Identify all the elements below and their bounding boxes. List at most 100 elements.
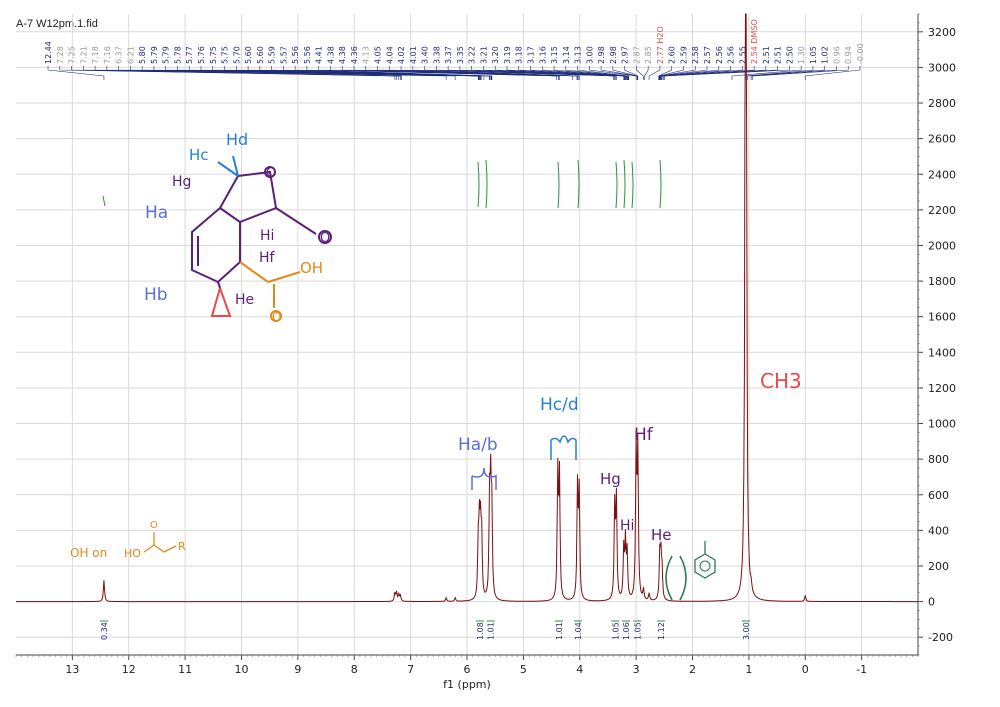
x-tick-label: 1: [745, 663, 752, 676]
peak-label: 3.15: [550, 46, 559, 64]
integral-value: 1.05: [633, 622, 642, 640]
carbonyl-o: [318, 230, 332, 244]
integral-value: 0.34: [100, 622, 109, 640]
peak-connector: [624, 66, 639, 80]
peak-connector: [658, 66, 673, 80]
label-he: He: [235, 292, 254, 308]
peak-connector: [731, 66, 802, 80]
y-tick-label: 2800: [928, 97, 956, 110]
peak-connector: [565, 66, 629, 80]
peak-label: 3.22: [468, 46, 477, 64]
peak-label: 5.70: [232, 46, 241, 64]
x-tick-label: 8: [351, 663, 358, 676]
y-tick-label: -200: [928, 631, 953, 644]
peak-label: 2.97: [621, 46, 630, 64]
peak-label: 3.14: [562, 46, 571, 64]
label-o2: O: [320, 231, 330, 246]
peak-label: 2.59: [679, 46, 688, 64]
peak-connector: [804, 66, 861, 80]
peak-connector: [353, 66, 560, 80]
x-tick-label: 4: [576, 663, 583, 676]
x-tick-label: 10: [235, 663, 249, 676]
annotation-hi: Hi: [620, 518, 634, 534]
y-tick-label: 800: [928, 453, 949, 466]
paren-right: [679, 555, 687, 601]
y-tick-label: 1600: [928, 311, 956, 324]
peak-connector: [530, 66, 627, 80]
peak-label: 3.16: [538, 46, 547, 64]
y-tick-label: 2000: [928, 239, 956, 252]
bracket-ha-hb: [471, 467, 497, 490]
x-tick-label: 11: [178, 663, 192, 676]
peak-connector: [664, 66, 790, 80]
peak-label: 7.21: [79, 46, 88, 64]
peak-connector: [553, 66, 628, 80]
x-tick-label: 9: [294, 663, 301, 676]
molecule-structure: [191, 155, 332, 322]
hc-bond: [217, 161, 239, 177]
peak-label: 7.28: [56, 46, 65, 64]
annotation-oh-on: OH on: [70, 546, 107, 560]
y-tick-label: 2600: [928, 133, 956, 146]
label-hi: Hi: [260, 228, 274, 244]
peak-label: 3.21: [479, 46, 488, 64]
peak-label: 2.50: [785, 46, 794, 64]
x-tick-label: 5: [520, 663, 527, 676]
x-tick-label: -1: [856, 663, 867, 676]
peak-connector: [589, 66, 637, 80]
peak-label-list: 12.44 7.28 7.25 7.21 7.18 7.16 6.37 6.21 5.80 5.7…: [44, 19, 865, 80]
peak-connector: [47, 66, 105, 80]
peak-label: 4.05: [374, 46, 383, 64]
annotation-ha-hb: Ha/b: [458, 435, 498, 455]
label-ha: Ha: [145, 203, 168, 223]
peak-label: 4.13: [362, 46, 371, 64]
peak-label: 5.57: [279, 46, 288, 64]
peak-label: 4.04: [385, 46, 394, 64]
peak-label: 4.01: [409, 46, 418, 64]
bond-ring-carbonyl: [239, 207, 277, 223]
molecule-labels: Ha Hb Hc Hd Hg Hi Hf He OH O O O: [144, 130, 330, 324]
spectrum-line: [16, 13, 918, 603]
sketch-o: O: [150, 520, 158, 531]
peak-connector: [130, 66, 456, 80]
peak-label: 4.36: [350, 46, 359, 64]
peak-label: 3.19: [503, 46, 512, 64]
x-tick-label: 3: [633, 663, 640, 676]
hd-bond: [232, 155, 239, 177]
peak-label: 2.58: [691, 46, 700, 64]
peak-connector: [506, 66, 626, 80]
x-tick-label: 13: [65, 663, 79, 676]
benzene-circle: [699, 560, 711, 572]
ring-o: [264, 166, 276, 178]
peak-connector: [412, 66, 580, 80]
acid-o: [270, 310, 282, 322]
peak-label: 7.16: [103, 46, 112, 64]
peak-label: 2.51: [774, 46, 783, 64]
peak-label: 2.54 DMSO: [750, 19, 759, 64]
x-axis-label: f1 (ppm): [443, 678, 491, 691]
y-tick-label: 200: [928, 560, 949, 573]
x-tick-label: 12: [122, 663, 136, 676]
benzene-ring: [694, 553, 716, 579]
bond-ch2: [219, 175, 239, 209]
annotation-he: He: [651, 526, 672, 544]
peak-label: 7.18: [91, 46, 100, 64]
integral-value: 1.05: [611, 622, 620, 640]
peak-label: 5.79: [162, 46, 171, 64]
peak-label: 6.21: [126, 46, 135, 64]
peak-connector: [612, 66, 638, 80]
integrals: 0.34 1.08 1.01 1.01 1.04 1.05 1.06 1.05 1.12 3.00: [99, 620, 751, 640]
sketch-r: R: [178, 540, 186, 553]
peak-label: 3.35: [456, 46, 465, 64]
x-tick-label: 0: [802, 663, 809, 676]
peak-connector: [661, 66, 755, 80]
label-o3: O: [272, 310, 281, 324]
acid-bond: [239, 261, 269, 283]
x-tick-label: 6: [464, 663, 471, 676]
integral-value: 1.08: [476, 622, 485, 640]
peak-connector: [518, 66, 627, 80]
integral-value: 1.04: [574, 622, 583, 640]
y-tick-label: 1800: [928, 275, 956, 288]
peak-connector: [660, 66, 708, 80]
peak-label: 2.98: [609, 46, 618, 64]
